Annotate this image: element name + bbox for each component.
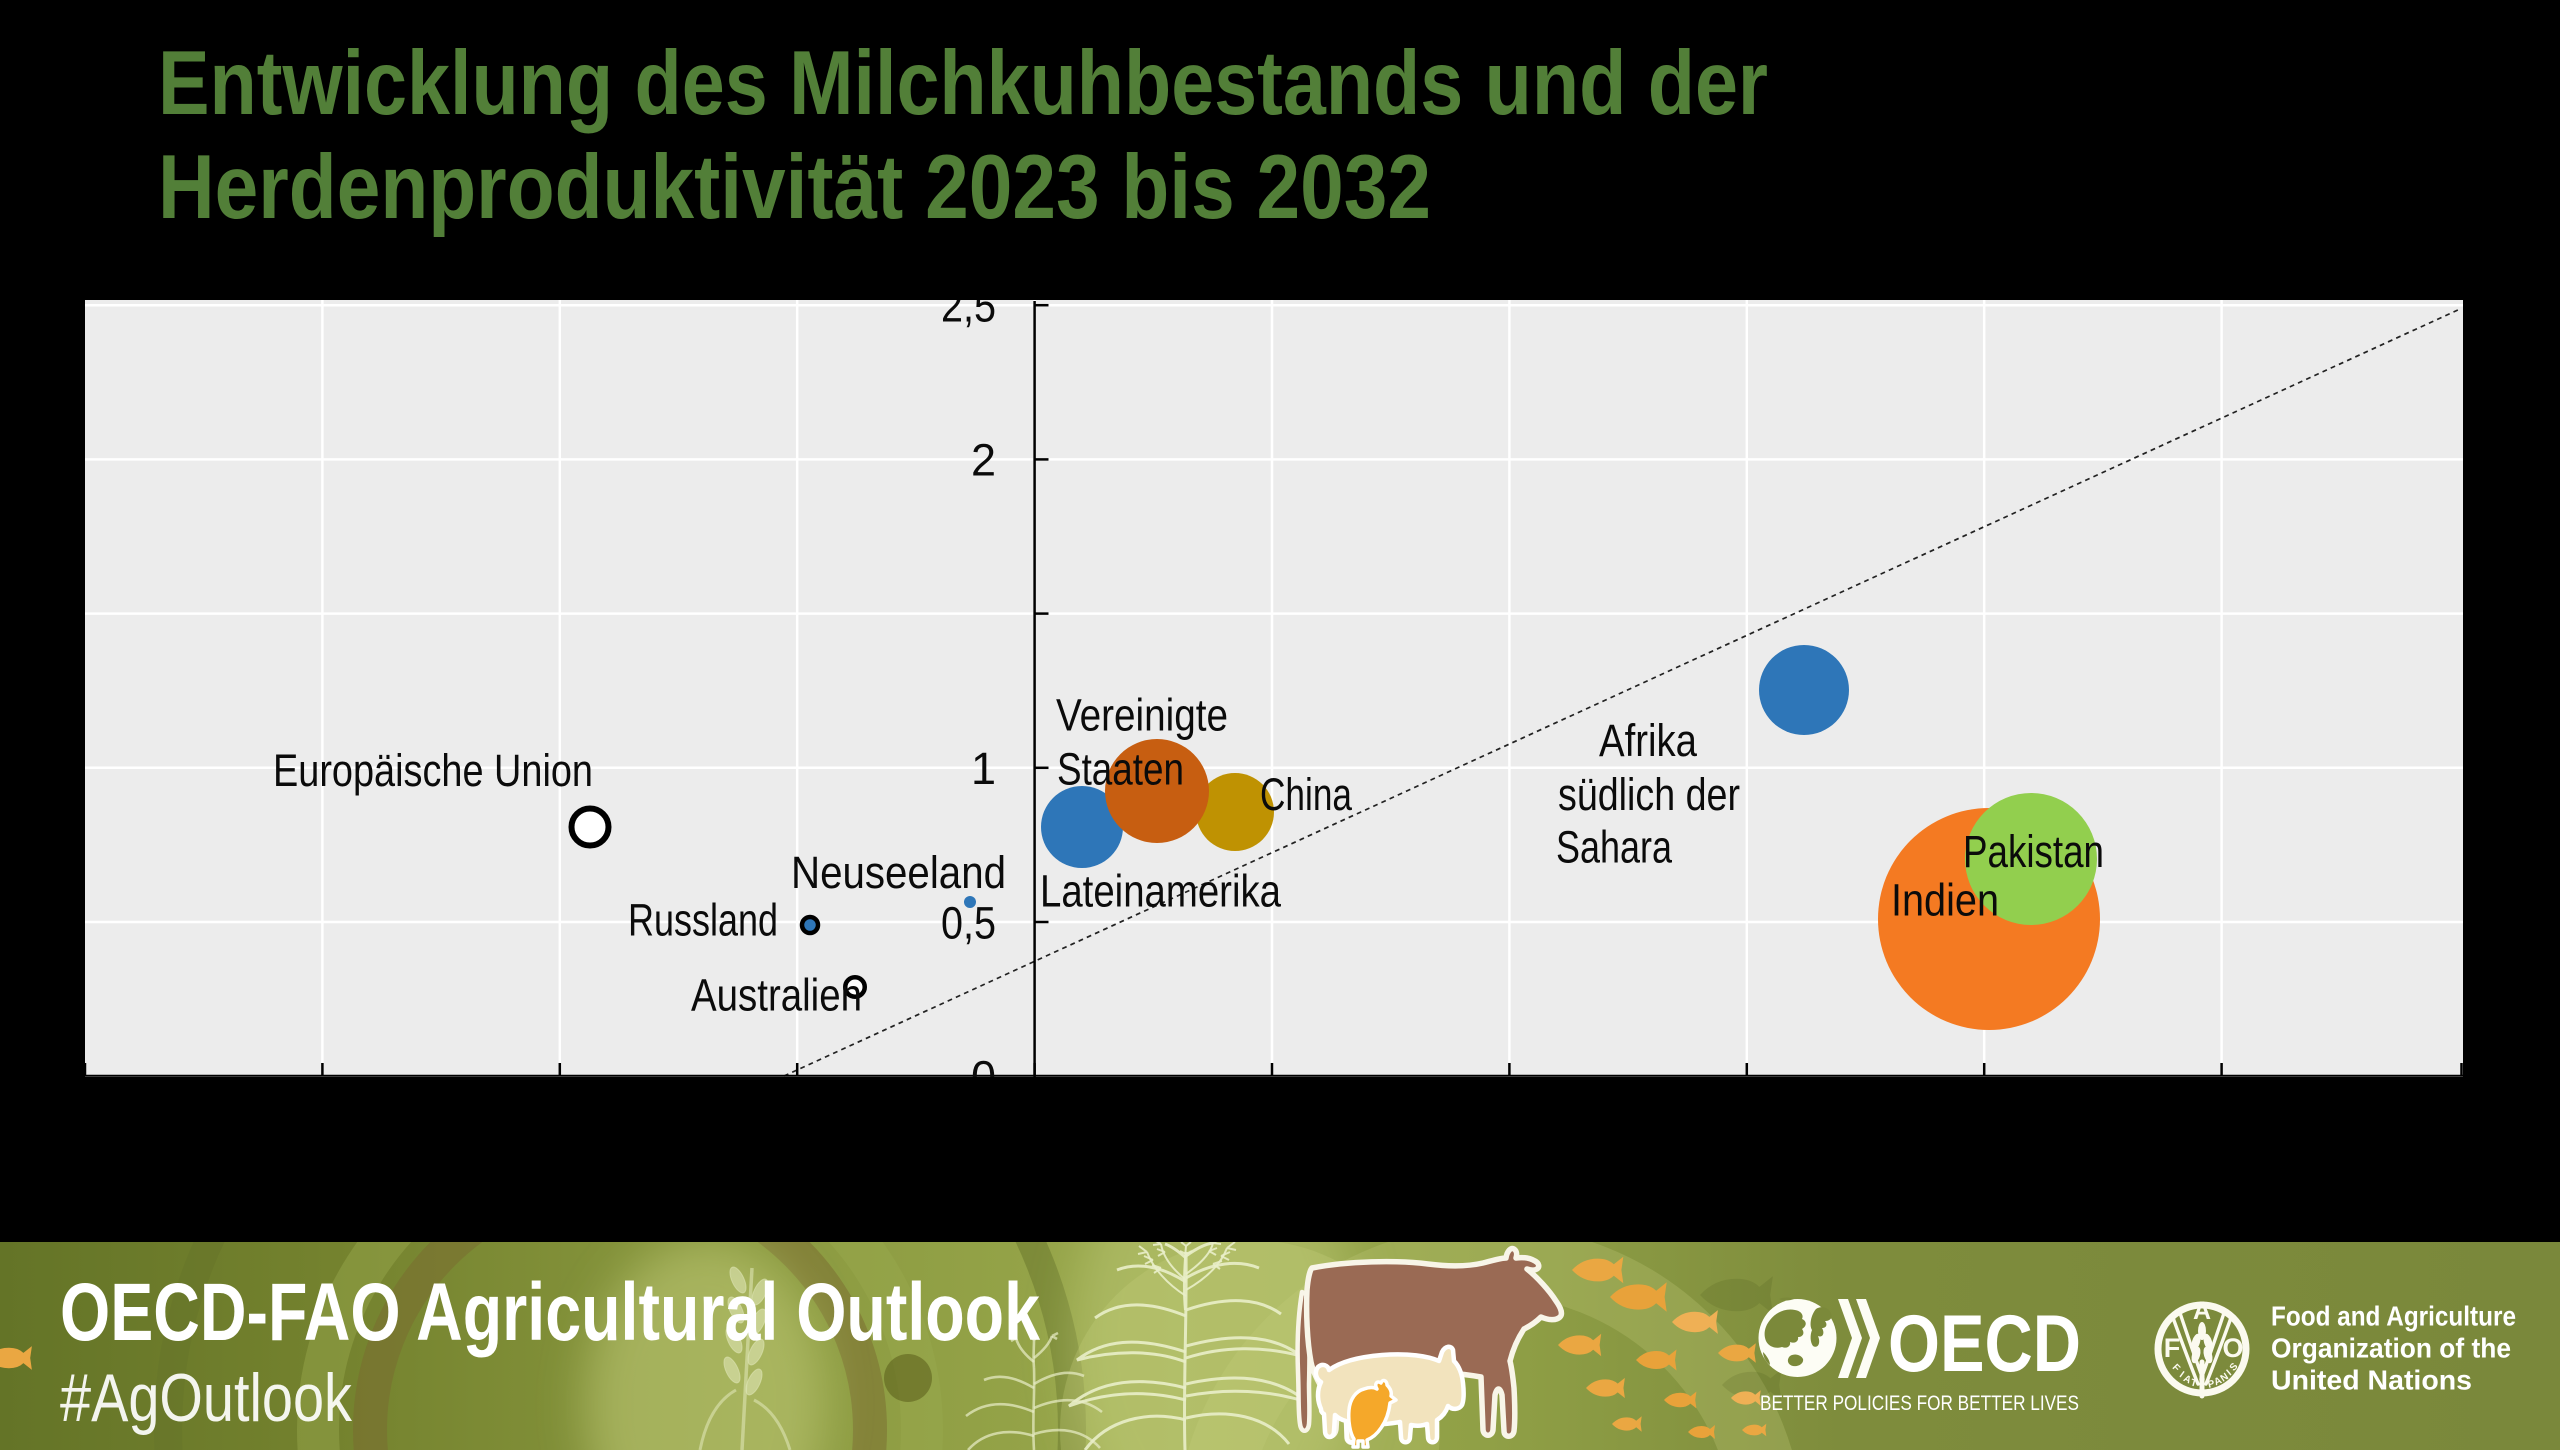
svg-text:China: China xyxy=(1260,769,1353,820)
svg-text:Vereinigte: Vereinigte xyxy=(1056,690,1228,741)
svg-text:OECD: OECD xyxy=(1888,1299,2081,1389)
svg-text:Organization of the: Organization of the xyxy=(2271,1332,2511,1363)
svg-text:Australien: Australien xyxy=(691,970,862,1021)
svg-text:Entwicklung des Milchkuhbestan: Entwicklung des Milchkuhbestands und der xyxy=(158,33,1768,134)
svg-text:T: T xyxy=(2189,1377,2198,1389)
svg-text:O: O xyxy=(2222,1333,2243,1363)
svg-text:#AgOutlook: #AgOutlook xyxy=(60,1360,353,1436)
svg-text:0,5: 0,5 xyxy=(941,897,996,948)
svg-text:F: F xyxy=(2164,1333,2181,1363)
svg-text:Food and Agriculture: Food and Agriculture xyxy=(2271,1301,2516,1332)
svg-text:Staaten: Staaten xyxy=(1057,743,1184,794)
svg-text:Afrika: Afrika xyxy=(1599,715,1698,766)
svg-text:Russland: Russland xyxy=(628,895,778,946)
svg-text:A: A xyxy=(2193,1297,2211,1325)
svg-text:2: 2 xyxy=(971,435,996,486)
svg-text:Sahara: Sahara xyxy=(1556,822,1673,873)
svg-text:0: 0 xyxy=(971,1052,996,1103)
svg-text:A: A xyxy=(2181,1373,2192,1386)
svg-text:1: 1 xyxy=(971,743,996,794)
svg-text:Lateinamerika: Lateinamerika xyxy=(1040,865,1282,916)
svg-text:2,5: 2,5 xyxy=(941,281,996,332)
svg-text:Herdenproduktivität 2023 bis 2: Herdenproduktivität 2023 bis 2032 xyxy=(158,137,1431,238)
svg-text:BETTER POLICIES FOR BETTER LIV: BETTER POLICIES FOR BETTER LIVES xyxy=(1760,1392,2079,1415)
svg-text:Europäische Union: Europäische Union xyxy=(273,745,593,796)
svg-text:P: P xyxy=(2207,1378,2217,1390)
svg-text:A: A xyxy=(2212,1375,2223,1388)
svg-text:Neuseeland: Neuseeland xyxy=(791,847,1006,898)
svg-text:Pakistan: Pakistan xyxy=(1963,826,2104,877)
svg-text:I: I xyxy=(2225,1368,2234,1378)
svg-text:Indien: Indien xyxy=(1891,875,1999,926)
svg-text:OECD-FAO Agricultural Outlook: OECD-FAO Agricultural Outlook xyxy=(60,1267,1040,1358)
svg-text:United Nations: United Nations xyxy=(2271,1364,2472,1395)
svg-text:südlich der: südlich der xyxy=(1558,769,1740,820)
svg-text:I: I xyxy=(2177,1370,2186,1381)
